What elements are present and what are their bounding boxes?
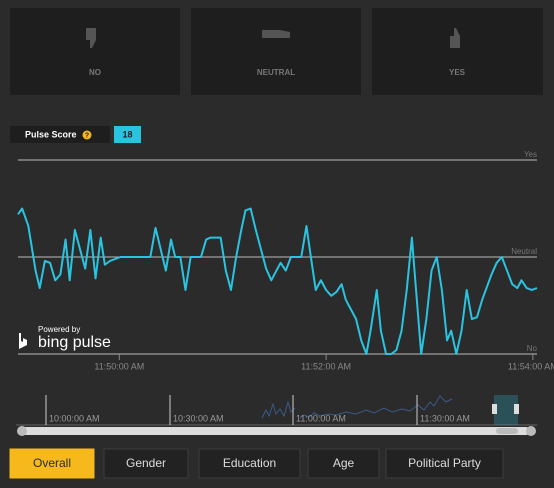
y-tick-label: Neutral [511,247,537,256]
scrollbar-end[interactable] [526,426,536,436]
tab-label: Gender [126,456,166,470]
score-value: 18 [122,129,132,139]
thumb-side-icon [262,30,290,38]
vote-yes[interactable]: YES [372,8,543,95]
button-bg [10,8,180,95]
navigator-label: 11:30:00 AM [420,413,470,423]
tab-label: Overall [33,456,71,470]
tab-label: Age [333,456,355,470]
thumb-down-icon [86,28,96,48]
tabs: Overall Gender Education Age Political Party [9,448,504,479]
scrollbar-thumb[interactable] [496,428,518,434]
tab[interactable] [9,448,95,479]
tab[interactable] [198,448,301,479]
bing-logo [19,333,27,349]
vote-no[interactable]: NO [10,8,180,95]
scrollbar-track[interactable] [22,427,530,435]
navigator-label: 10:30:00 AM [173,413,224,423]
x-tick-label: 11:52:00 AM [301,361,351,371]
vote-neutral[interactable]: NEUTRAL [191,8,361,95]
button-label: NO [89,68,101,77]
button-bg [372,8,543,95]
navigator-label: 11:00:00 AM [296,413,346,423]
tab-label: Education [223,456,276,470]
tab[interactable] [307,448,380,479]
button-label: NEUTRAL [257,68,295,77]
navigator-label: 10:00:00 AM [49,413,100,423]
tab[interactable] [385,448,504,479]
y-tick-label: Yes [524,150,537,159]
pulse-line [17,207,538,355]
score-label: Pulse Score [25,129,77,139]
x-tick-label: 11:54:00 AM [508,361,554,371]
navigator-handle[interactable] [514,404,519,414]
score-value-box [114,126,141,143]
thumb-up-icon [450,28,460,48]
navigator-sparkline [261,395,453,419]
navigator[interactable] [16,395,537,436]
navigator-handle[interactable] [492,404,497,414]
scrollbar-end[interactable] [17,426,27,436]
help-text: ? [85,132,89,139]
tab[interactable] [103,448,189,479]
x-tick-label: 11:50:00 AM [94,361,144,371]
help-icon[interactable] [82,130,92,140]
button-bg [191,8,361,95]
powered-by: Powered by [38,325,80,334]
brand-name: bing pulse [38,334,111,351]
tab-label: Political Party [408,456,481,470]
button-label: YES [449,68,466,77]
y-tick-label: No [527,344,538,353]
navigator-labels: 10:00:00 AM 10:30:00 AM 11:00:00 AM 11:30:0… [45,395,470,425]
